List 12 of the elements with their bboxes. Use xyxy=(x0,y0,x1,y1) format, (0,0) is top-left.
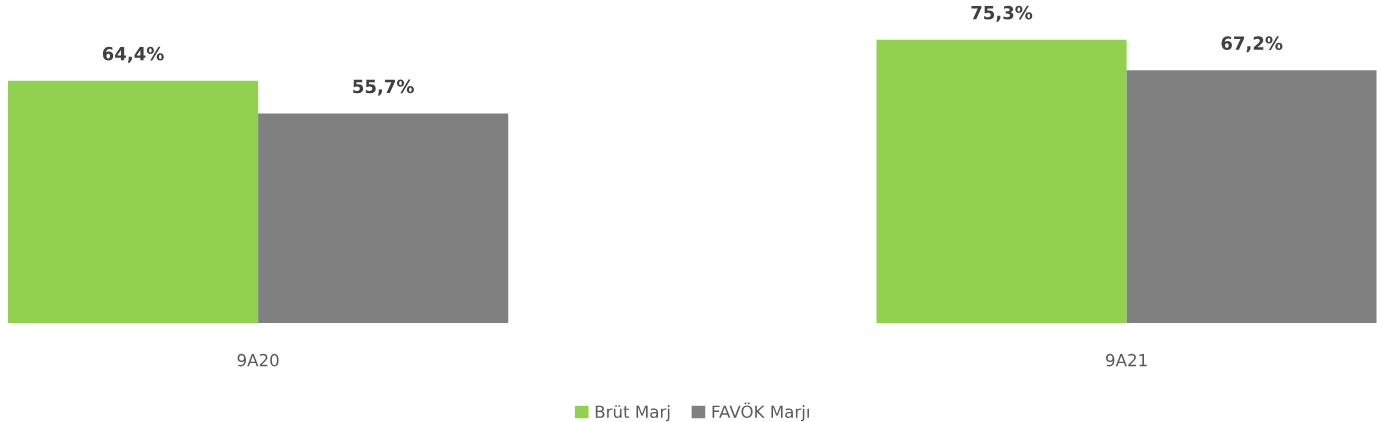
bar xyxy=(258,113,509,323)
bar xyxy=(7,80,259,323)
data-label: 75,3% xyxy=(971,5,1033,22)
legend-label: Brüt Marj xyxy=(595,405,670,422)
legend-label: FAVÖK Marjı xyxy=(712,402,809,422)
x-tick-label: 9A20 xyxy=(237,353,279,367)
data-label: 64,4% xyxy=(102,46,164,63)
x-tick-label: 9A21 xyxy=(1106,353,1147,367)
data-label: 67,2% xyxy=(1221,36,1283,53)
bar xyxy=(1126,70,1377,323)
data-label: 55,7% xyxy=(353,79,414,96)
bar xyxy=(876,39,1127,323)
